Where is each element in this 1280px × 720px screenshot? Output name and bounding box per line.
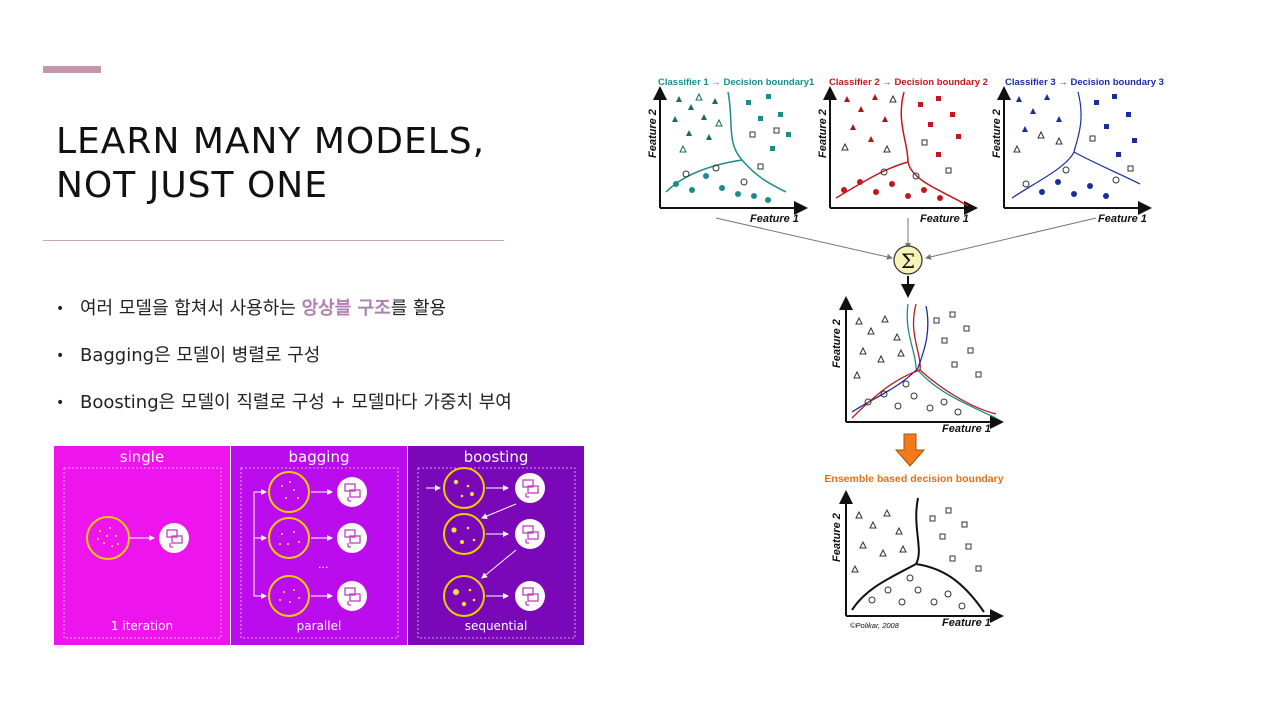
bullet-dot: • <box>56 301 65 317</box>
title-accent-bar <box>43 66 101 73</box>
x-axis-label: Feature 1 <box>1098 213 1147 225</box>
bagging-learner-icon <box>336 476 368 508</box>
panel-single-title: single <box>119 448 165 466</box>
classifier-1-plot: Feature 1 Feature 2 <box>647 86 808 225</box>
figure-credit: ©Polikar, 2008 <box>850 621 900 630</box>
highlight-ensemble: 앙상블 구조 <box>301 298 391 319</box>
classifier-3-label: Classifier 3 → Decision boundary 3 <box>1005 77 1164 88</box>
panel-single: single 1 iteration <box>54 446 230 645</box>
bagging-ellipsis: ... <box>318 558 329 571</box>
boosting-frame <box>417 467 576 639</box>
y-axis-label: Feature 2 <box>817 109 829 158</box>
bullet-dot: • <box>56 395 65 411</box>
title-line-2: NOT JUST ONE <box>56 165 328 206</box>
y-axis-label: Feature 2 <box>647 109 659 158</box>
classifier-1-label: Classifier 1 → Decision boundary1 <box>658 77 815 88</box>
boosting-learner-icon <box>514 518 546 550</box>
boosting-learner-icon <box>514 472 546 504</box>
classifier-3-plot: Feature 1 Feature 2 <box>991 86 1152 225</box>
single-dataset-icon <box>86 516 130 560</box>
single-learner-icon <box>158 522 190 554</box>
x-axis-label: Feature 1 <box>942 423 991 435</box>
sum-symbol: Σ <box>901 249 915 273</box>
bagging-frame <box>240 467 399 639</box>
y-axis-label: Feature 2 <box>831 319 843 368</box>
bullet-item: • 여러 모델을 합쳐서 사용하는 앙상블 구조를 활용 <box>56 292 512 339</box>
ensemble-methods-diagram: single 1 iteration bagging parallel boos… <box>54 446 584 645</box>
panel-bagging-title: bagging <box>288 448 350 466</box>
decision-boundary-figure: Classifier 1 → Decision boundary1 Classi… <box>647 77 1164 630</box>
title-line-1: LEARN MANY MODELS, <box>56 121 486 162</box>
ensemble-label: Ensemble based decision boundary <box>824 473 1003 485</box>
bullet-list: • 여러 모델을 합쳐서 사용하는 앙상블 구조를 활용 • Bagging은 모델… <box>56 292 512 433</box>
panel-bagging: bagging parallel <box>231 446 407 645</box>
combined-boundaries-plot: Feature 1 Feature 2 <box>831 296 1004 435</box>
boosting-learner-icon <box>514 580 546 612</box>
x-axis-label: Feature 1 <box>942 617 991 629</box>
ensemble-boundary-plot: Feature 1 Feature 2 ©Polikar, 2008 <box>831 490 1004 630</box>
y-axis-label: Feature 2 <box>831 513 843 562</box>
ensemble-methods-graphics: ... <box>63 467 576 639</box>
x-axis-label: Feature 1 <box>750 213 799 225</box>
y-axis-label: Feature 2 <box>991 109 1003 158</box>
x-axis-label: Feature 1 <box>920 213 969 225</box>
title-divider <box>43 240 504 241</box>
panel-boosting-footer: sequential <box>464 619 528 633</box>
panel-bagging-footer: parallel <box>296 619 342 633</box>
panel-boosting: boosting sequential <box>408 446 584 645</box>
single-frame <box>63 467 222 639</box>
boosting-datasets <box>443 467 485 617</box>
bagging-learner-icon <box>336 580 368 612</box>
slide-title: LEARN MANY MODELS, NOT JUST ONE <box>56 120 485 208</box>
sum-node <box>893 245 923 275</box>
bullet-item: • Bagging은 모델이 병렬로 구성 <box>56 339 512 386</box>
classifier-2-label: Classifier 2 → Decision boundary 2 <box>829 77 988 88</box>
bagging-learner-icon <box>336 522 368 554</box>
bullet-item: • Boosting은 모델이 직렬로 구성 + 모델마다 가중치 부여 <box>56 386 512 433</box>
classifier-2-plot: Feature 1 Feature 2 <box>817 86 978 225</box>
down-arrow-icon <box>894 433 926 467</box>
bullet-dot: • <box>56 348 65 364</box>
panel-single-footer: 1 iteration <box>110 619 174 633</box>
panel-boosting-title: boosting <box>463 448 529 466</box>
bagging-datasets <box>268 471 310 617</box>
